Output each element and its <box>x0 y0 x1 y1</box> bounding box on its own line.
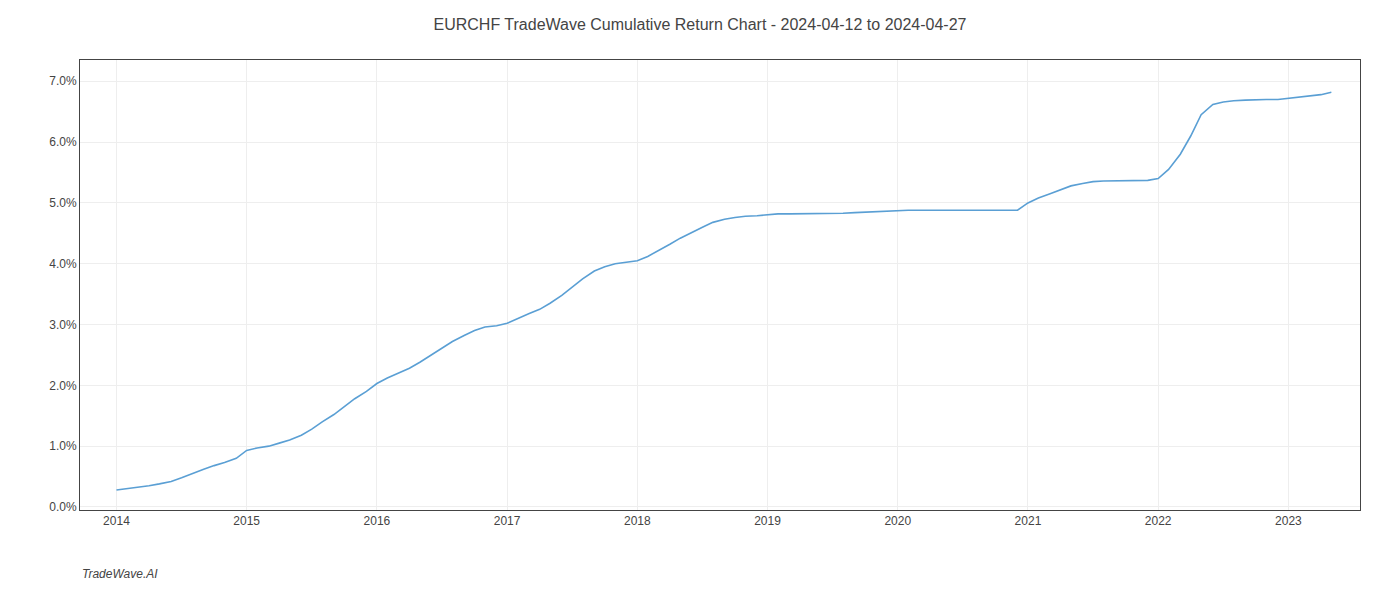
svg-text:2019: 2019 <box>754 514 781 528</box>
svg-text:TradeWave.AI: TradeWave.AI <box>82 567 158 581</box>
svg-text:2020: 2020 <box>884 514 911 528</box>
svg-text:0.0%: 0.0% <box>49 500 77 514</box>
svg-text:1.0%: 1.0% <box>49 439 77 453</box>
svg-text:4.0%: 4.0% <box>49 257 77 271</box>
svg-text:6.0%: 6.0% <box>49 135 77 149</box>
svg-text:5.0%: 5.0% <box>49 196 77 210</box>
svg-text:2016: 2016 <box>364 514 391 528</box>
svg-text:2.0%: 2.0% <box>49 379 77 393</box>
svg-text:7.0%: 7.0% <box>49 74 77 88</box>
svg-text:2014: 2014 <box>103 514 130 528</box>
svg-text:2022: 2022 <box>1145 514 1172 528</box>
svg-text:EURCHF TradeWave Cumulative Re: EURCHF TradeWave Cumulative Return Chart… <box>434 16 967 33</box>
svg-text:3.0%: 3.0% <box>49 318 77 332</box>
svg-text:2017: 2017 <box>494 514 521 528</box>
svg-text:2015: 2015 <box>233 514 260 528</box>
svg-text:2018: 2018 <box>624 514 651 528</box>
svg-text:2023: 2023 <box>1275 514 1302 528</box>
svg-text:2021: 2021 <box>1015 514 1042 528</box>
